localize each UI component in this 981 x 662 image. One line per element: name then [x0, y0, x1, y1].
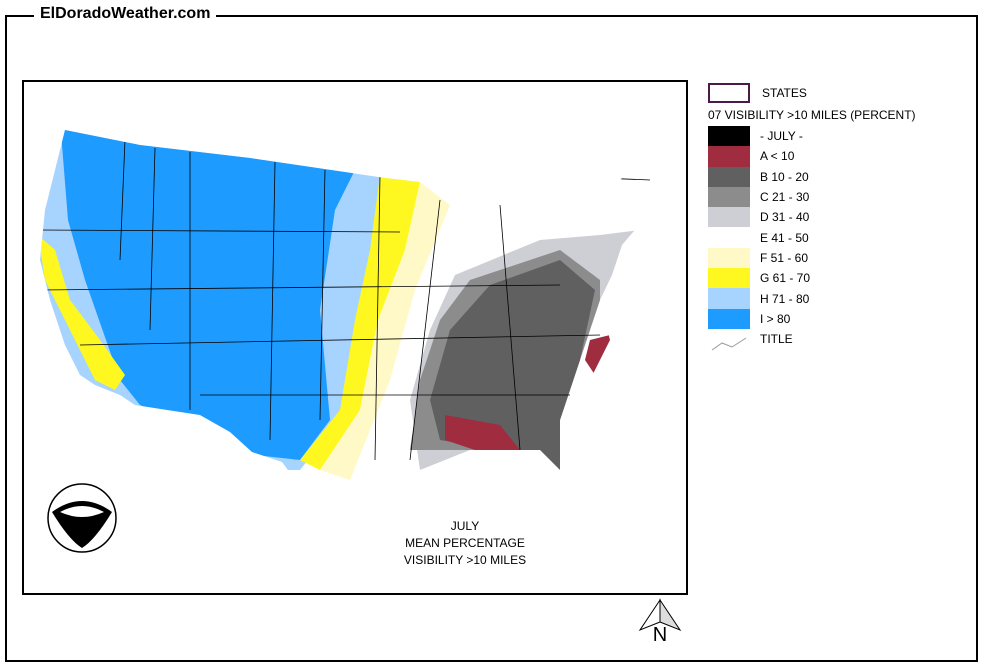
state-borders [40, 139, 651, 461]
caption-line-3: VISIBILITY >10 MILES [403, 553, 527, 567]
legend-title-label: TITLE [760, 332, 793, 347]
caption-line-2: MEAN PERCENTAGE [405, 536, 525, 550]
legend-item: B 10 - 20 [708, 166, 916, 187]
legend-item: H 71 - 80 [708, 288, 916, 309]
legend: STATES 07 VISIBILITY >10 MILES (PERCENT)… [708, 82, 916, 349]
legend-item-label: E 41 - 50 [760, 230, 809, 245]
legend-item-label: - JULY - [760, 129, 803, 144]
legend-swatch [708, 126, 750, 147]
legend-heading: 07 VISIBILITY >10 MILES (PERCENT) [708, 108, 916, 122]
states-swatch [708, 83, 750, 103]
legend-item: F 51 - 60 [708, 247, 916, 269]
legend-item-label: A < 10 [760, 149, 795, 164]
legend-title-row: TITLE [708, 329, 916, 349]
legend-swatch [708, 186, 750, 208]
legend-item: - JULY - [708, 126, 916, 147]
legend-swatch [708, 146, 750, 167]
legend-swatch [708, 207, 750, 228]
north-label: N [653, 624, 667, 642]
north-arrow: N [638, 598, 682, 642]
legend-swatch [708, 247, 750, 269]
legend-swatch [708, 268, 750, 289]
legend-item: A < 10 [708, 146, 916, 167]
map-frame [22, 80, 688, 595]
legend-item-label: I > 80 [760, 311, 791, 326]
legend-item-label: C 21 - 30 [760, 190, 810, 205]
region-b [430, 260, 595, 470]
legend-item: C 21 - 30 [708, 186, 916, 208]
legend-item: G 61 - 70 [708, 268, 916, 289]
caption-line-1: JULY [450, 519, 480, 533]
region-i [60, 130, 380, 460]
legend-item-label: F 51 - 60 [760, 250, 809, 265]
legend-swatch [708, 288, 750, 309]
legend-title-line-icon [711, 337, 747, 351]
legend-item-label: H 71 - 80 [760, 291, 810, 306]
region-g-coast [40, 235, 125, 390]
page-border [5, 15, 978, 662]
legend-swatch [708, 166, 750, 187]
legend-item-label: G 61 - 70 [760, 271, 811, 286]
legend-item: I > 80 [708, 308, 916, 329]
region-g [300, 175, 420, 470]
legend-states-label: STATES [762, 86, 807, 100]
legend-swatch [708, 308, 750, 329]
map-caption: JULY MEAN PERCENTAGE VISIBILITY >10 MILE… [360, 518, 570, 569]
legend-swatch [708, 227, 750, 248]
legend-states: STATES [708, 82, 916, 104]
legend-item: D 31 - 40 [708, 207, 916, 228]
region-a-gulf [445, 415, 520, 455]
region-f [320, 182, 450, 480]
site-title: ElDoradoWeather.com [34, 5, 217, 23]
legend-item: E 41 - 50 [708, 227, 916, 248]
noaa-logo [47, 483, 117, 553]
legend-item-label: D 31 - 40 [760, 210, 810, 225]
legend-item-label: B 10 - 20 [760, 169, 809, 184]
